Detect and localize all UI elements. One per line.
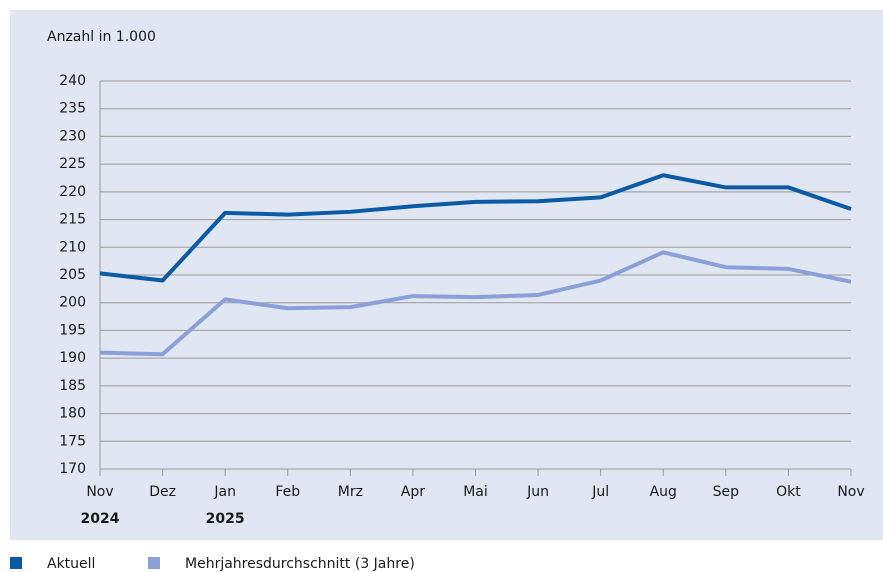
y-tick-label: 180 [59,406,86,422]
legend-label: Aktuell [47,556,95,572]
series-line [99,173,852,283]
y-tick-label: 225 [59,156,86,172]
y-tick-label: 230 [59,128,86,144]
y-tick-label: 170 [59,461,86,477]
x-tick-label: Feb [275,484,300,500]
y-tick-label: 210 [59,239,86,255]
x-tick-label: Jul [591,484,609,500]
y-tick-label: 240 [59,73,86,89]
y-axis-label: Anzahl in 1.000 [47,29,156,45]
x-tick-label: Mai [463,484,488,500]
y-tick-label: 205 [59,267,86,283]
x-tick-label: Jan [213,484,236,500]
y-tick-label: 215 [59,212,86,228]
x-tick-label: Okt [776,484,801,500]
x-tick-label: Nov [837,484,864,500]
x-tick-label: Nov [86,484,113,500]
legend-swatch [10,557,22,569]
series-line [99,250,852,357]
y-tick-label: 235 [59,101,86,117]
y-tick-label: 175 [59,433,86,449]
y-tick-label: 200 [59,295,86,311]
year-label: 2024 [81,511,120,527]
x-tick-label: Jun [526,484,549,500]
x-tick-label: Sep [713,484,740,500]
y-tick-label: 195 [59,322,86,338]
x-tick-label: Dez [149,484,176,500]
x-tick-label: Aug [650,484,677,500]
y-tick-label: 220 [59,184,86,200]
year-label: 2025 [206,511,245,527]
y-tick-label: 190 [59,350,86,366]
y-tick-label: 185 [59,378,86,394]
legend-label: Mehrjahresdurchschnitt (3 Jahre) [185,556,415,572]
legend-swatch [148,557,160,569]
x-tick-label: Apr [401,484,425,500]
x-tick-label: Mrz [338,484,363,500]
